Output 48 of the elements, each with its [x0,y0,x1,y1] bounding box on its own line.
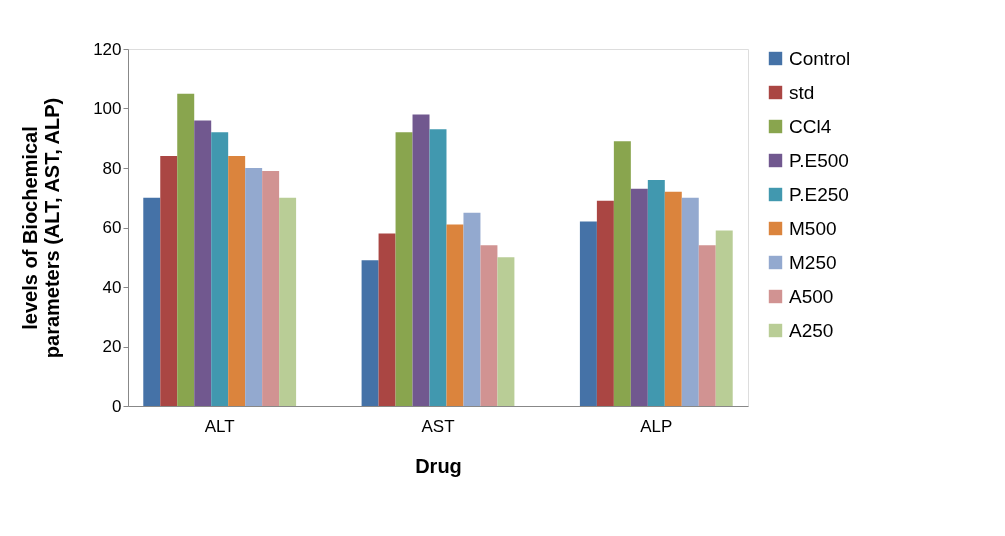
legend-label: A500 [789,285,834,307]
bar [412,114,430,406]
x-tick-label: AST [421,416,455,436]
bar [194,120,212,406]
legend-label: M250 [789,251,837,273]
bar [463,212,481,406]
x-tick-label: ALP [640,416,673,436]
bar [160,156,178,406]
bar [177,93,195,406]
bar [429,129,447,406]
bar [361,260,379,406]
legend-label: std [789,81,815,103]
bar [579,221,597,406]
bar [596,200,614,406]
bar [143,197,161,406]
y-tick-label: 40 [102,277,122,297]
legend-label: M500 [789,217,837,239]
bar [245,168,263,406]
y-tick-label: 100 [93,99,122,118]
y-axis-title: levels of Biochemical parameters (ALT, AST, ALP) [19,97,64,359]
bar [262,170,280,406]
y-tick-label: 80 [102,158,122,178]
y-tick-label: 0 [112,396,122,416]
x-axis-title: Drug [415,454,462,477]
bar [681,197,699,406]
bar [647,179,665,406]
bar [395,132,413,406]
bar [279,197,297,406]
y-tick-label: 60 [102,218,122,237]
y-tick-label: 20 [102,337,122,356]
bar [497,257,515,406]
bar [715,230,733,406]
legend-label: Control [789,47,851,69]
bar [613,141,631,406]
bar [378,233,396,406]
bar [446,224,464,406]
legend-label: A250 [789,319,834,341]
bar [664,191,682,406]
bar [480,245,498,406]
legend-label: CCl4 [789,115,832,137]
bar [211,132,229,406]
bar [630,188,648,406]
legend-label: P.E500 [789,149,849,171]
bar [698,245,716,406]
legend-label: P.E250 [789,183,849,205]
y-tick-label: 120 [93,39,122,59]
bar [228,156,246,406]
x-tick-label: ALT [204,416,235,436]
